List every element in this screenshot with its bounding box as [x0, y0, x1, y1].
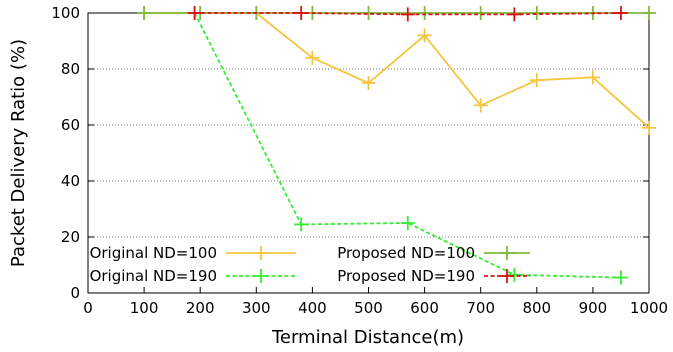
data-point-original-nd-190: [294, 217, 309, 232]
legend: Original ND=100 Proposed ND=100 Original N…: [90, 244, 530, 285]
legend-label: Original ND=190: [90, 267, 217, 285]
y-tick-label: 20: [61, 228, 80, 246]
y-tick-label: 60: [61, 116, 80, 134]
legend-item-proposed-nd-190: Proposed ND=190: [337, 267, 530, 285]
x-tick-label: 100: [130, 299, 159, 317]
x-tick-label: 500: [354, 299, 383, 317]
data-point-proposed-nd-190: [400, 7, 415, 22]
legend-marker: [500, 269, 514, 283]
legend-item-original-nd-100: Original ND=100: [90, 244, 296, 262]
series-line-original-nd-100: [144, 12, 650, 129]
x-tick-label: 800: [522, 299, 551, 317]
y-tick-label: 100: [51, 4, 80, 22]
data-point-original-nd-100: [473, 98, 488, 113]
data-point-proposed-nd-100: [417, 6, 432, 20]
x-tick-label: 300: [242, 299, 271, 317]
data-point-proposed-nd-100: [642, 6, 656, 20]
data-point-original-nd-190: [507, 267, 522, 282]
data-point-original-nd-100: [305, 50, 320, 65]
legend-label: Original ND=100: [90, 244, 217, 262]
legend-label: Proposed ND=100: [337, 244, 475, 262]
legend-marker: [254, 269, 268, 283]
x-tick-label: 400: [298, 299, 327, 317]
series-proposed-nd-190: [187, 6, 628, 22]
x-tick-label: 700: [466, 299, 495, 317]
x-tick-label: 600: [410, 299, 439, 317]
legend-item-proposed-nd-100: Proposed ND=100: [337, 244, 530, 262]
grid-lines: [88, 68, 649, 238]
x-tick-label: 900: [579, 299, 608, 317]
series-original-nd-190: [187, 6, 628, 285]
data-point-original-nd-100: [585, 70, 600, 85]
data-point-original-nd-100: [417, 28, 432, 43]
legend-label: Proposed ND=190: [337, 267, 475, 285]
x-tick-label: 1000: [630, 299, 668, 317]
x-tick-label: 0: [83, 299, 93, 317]
legend-marker: [500, 246, 514, 260]
series-original-nd-100: [137, 6, 656, 135]
x-tick-label: 200: [186, 299, 215, 317]
data-point-proposed-nd-100: [137, 6, 152, 20]
y-tick-label: 80: [61, 60, 80, 78]
data-point-proposed-nd-190: [294, 6, 309, 20]
data-point-proposed-nd-190: [613, 6, 628, 20]
data-point-proposed-nd-100: [529, 6, 544, 20]
data-point-original-nd-190: [613, 270, 628, 285]
series-layer: [137, 6, 656, 285]
data-point-proposed-nd-100: [473, 6, 488, 20]
y-tick-label: 0: [70, 284, 80, 302]
data-point-proposed-nd-190: [507, 7, 522, 22]
data-point-original-nd-190: [400, 216, 415, 230]
legend-marker: [254, 246, 268, 260]
legend-item-original-nd-190: Original ND=190: [90, 267, 296, 285]
y-tick-label: 40: [61, 172, 80, 190]
data-point-original-nd-100: [642, 120, 656, 135]
data-point-original-nd-100: [361, 76, 376, 90]
data-point-original-nd-100: [529, 73, 544, 88]
series-line-original-nd-190: [193, 12, 621, 279]
y-axis-label: Packet Delivery Ratio (%): [8, 39, 29, 267]
data-point-proposed-nd-190: [187, 6, 202, 20]
x-axis-label: Terminal Distance(m): [271, 327, 464, 348]
